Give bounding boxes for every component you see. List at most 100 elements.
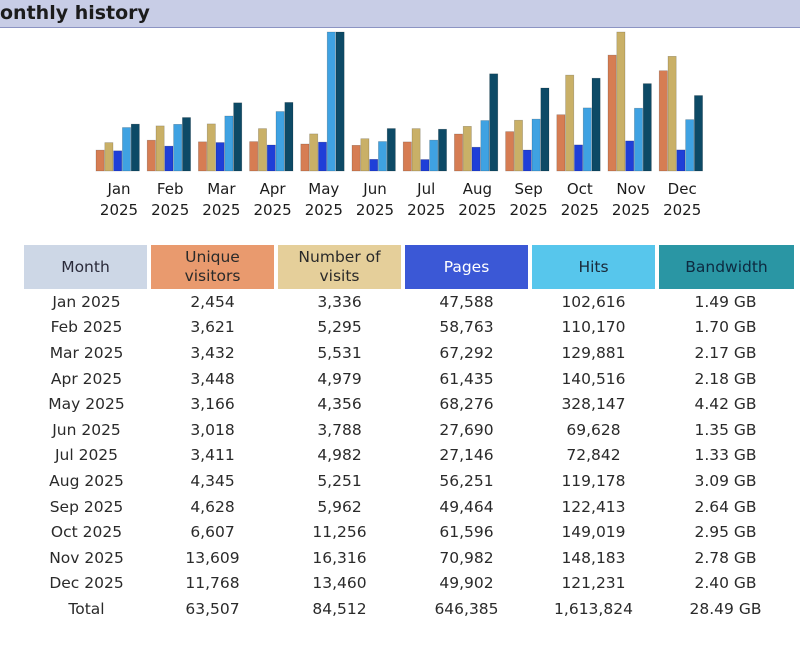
- bar-unique: [351, 145, 361, 172]
- table-row: Jul 2025 3,411 4,982 27,146 72,842 1.33 …: [24, 443, 794, 469]
- table-row: Oct 2025 6,607 11,256 61,596 149,019 2.9…: [24, 519, 794, 545]
- cell-unique-visitors: 4,628: [190, 497, 235, 516]
- cell-number-of-visits: 5,251: [317, 471, 362, 490]
- bar-visits: [667, 55, 677, 172]
- bar-bandwidth: [591, 77, 601, 172]
- bar-bandwidth: [130, 123, 140, 172]
- x-tick-month: Jan: [106, 180, 130, 198]
- bar-visits: [565, 74, 575, 172]
- bar-bandwidth: [284, 102, 294, 172]
- bar-pages: [113, 150, 123, 172]
- bar-hits: [480, 120, 490, 172]
- bar-bandwidth: [694, 95, 703, 172]
- cell-number-of-visits: 4,979: [317, 369, 362, 388]
- total-bandwidth: 28.49 GB: [689, 599, 762, 618]
- cell-month: Aug 2025: [49, 471, 124, 490]
- cell-unique-visitors: 4,345: [190, 471, 235, 490]
- cell-month: Feb 2025: [50, 318, 123, 337]
- cell-month: Oct 2025: [50, 523, 123, 542]
- cell-bandwidth: 2.95 GB: [694, 523, 757, 542]
- bar-visits: [616, 31, 626, 172]
- bar-hits: [275, 111, 285, 172]
- total-label: Total: [68, 599, 105, 618]
- bar-unique: [505, 131, 515, 172]
- cell-month: Nov 2025: [49, 548, 124, 567]
- header-bandwidth[interactable]: Bandwidth: [657, 245, 794, 289]
- bar-unique: [300, 143, 310, 172]
- table-row: Mar 2025 3,432 5,531 67,292 129,881 2.17…: [24, 340, 794, 366]
- cell-pages: 49,902: [439, 574, 494, 593]
- x-tick-year: 2025: [254, 201, 292, 219]
- bar-hits: [634, 107, 643, 172]
- header-number-of-visits[interactable]: Number of visits: [276, 245, 405, 289]
- bar-group-mar: [198, 102, 243, 172]
- header-hits[interactable]: Hits: [530, 245, 659, 289]
- cell-bandwidth: 2.64 GB: [694, 497, 757, 516]
- cell-hits: 140,516: [561, 369, 626, 388]
- total-pages: 646,385: [434, 599, 499, 618]
- cell-unique-visitors: 3,432: [190, 343, 235, 362]
- table-row: Dec 2025 11,768 13,460 49,902 121,231 2.…: [24, 571, 794, 597]
- cell-pages: 56,251: [439, 471, 494, 490]
- cell-bandwidth: 1.70 GB: [694, 318, 757, 337]
- cell-unique-visitors: 3,166: [190, 395, 235, 414]
- cell-hits: 149,019: [561, 523, 626, 542]
- total-unique-visitors: 63,507: [185, 599, 240, 618]
- cell-hits: 102,616: [561, 292, 626, 311]
- bar-unique: [454, 133, 463, 172]
- cell-pages: 61,596: [439, 523, 494, 542]
- bar-group-jun: [351, 128, 396, 172]
- cell-unique-visitors: 3,018: [190, 420, 235, 439]
- bar-pages: [471, 146, 481, 172]
- cell-hits: 119,178: [561, 471, 626, 490]
- cell-pages: 47,588: [439, 292, 494, 311]
- table-row: Sep 2025 4,628 5,962 49,464 122,413 2.64…: [24, 494, 794, 520]
- cell-pages: 70,982: [439, 548, 494, 567]
- cell-hits: 69,628: [566, 420, 621, 439]
- cell-unique-visitors: 2,454: [190, 292, 235, 311]
- bar-bandwidth: [489, 73, 499, 172]
- table-header-row: Month Unique visitors Number of visits P…: [24, 245, 794, 289]
- x-tick-month: Mar: [207, 180, 236, 198]
- x-tick-year: 2025: [305, 201, 343, 219]
- cell-number-of-visits: 3,788: [317, 420, 362, 439]
- bar-group-nov: [607, 31, 652, 172]
- header-pages[interactable]: Pages: [403, 245, 532, 289]
- monthly-history-table: Month Unique visitors Number of visits P…: [24, 245, 794, 622]
- x-tick-month: Dec: [668, 180, 697, 198]
- cell-number-of-visits: 5,531: [317, 343, 362, 362]
- cell-pages: 58,763: [439, 318, 494, 337]
- bar-hits: [685, 119, 695, 172]
- cell-month: Sep 2025: [49, 497, 124, 516]
- cell-month: Apr 2025: [50, 369, 123, 388]
- cell-pages: 67,292: [439, 343, 494, 362]
- x-tick-month: Jul: [416, 180, 435, 198]
- cell-pages: 27,146: [439, 446, 494, 465]
- cell-hits: 328,147: [561, 395, 626, 414]
- header-unique-visitors[interactable]: Unique visitors: [149, 245, 278, 289]
- bar-unique: [146, 139, 156, 172]
- cell-unique-visitors: 13,609: [185, 548, 240, 567]
- header-month[interactable]: Month: [24, 245, 151, 289]
- section-title-bar: onthly history: [0, 0, 800, 28]
- x-tick-year: 2025: [663, 201, 701, 219]
- cell-unique-visitors: 3,448: [190, 369, 235, 388]
- table-row: Feb 2025 3,621 5,295 58,763 110,170 1.70…: [24, 315, 794, 341]
- monthly-history-table-wrap: Month Unique visitors Number of visits P…: [24, 245, 794, 622]
- x-tick-year: 2025: [202, 201, 240, 219]
- bar-group-may: [300, 31, 345, 172]
- bar-visits: [206, 123, 216, 172]
- table-row: May 2025 3,166 4,356 68,276 328,147 4.42…: [24, 391, 794, 417]
- bar-visits: [360, 138, 370, 172]
- section-title: onthly history: [0, 2, 150, 24]
- bar-group-jul: [402, 128, 447, 172]
- bar-visits: [258, 128, 267, 172]
- bar-pages: [369, 159, 379, 172]
- bar-visits: [104, 142, 114, 172]
- bar-group-dec: [658, 55, 703, 172]
- cell-unique-visitors: 3,411: [190, 446, 235, 465]
- bar-bandwidth: [540, 87, 550, 172]
- cell-hits: 148,183: [561, 548, 626, 567]
- bar-pages: [522, 149, 532, 172]
- bar-pages: [318, 141, 327, 172]
